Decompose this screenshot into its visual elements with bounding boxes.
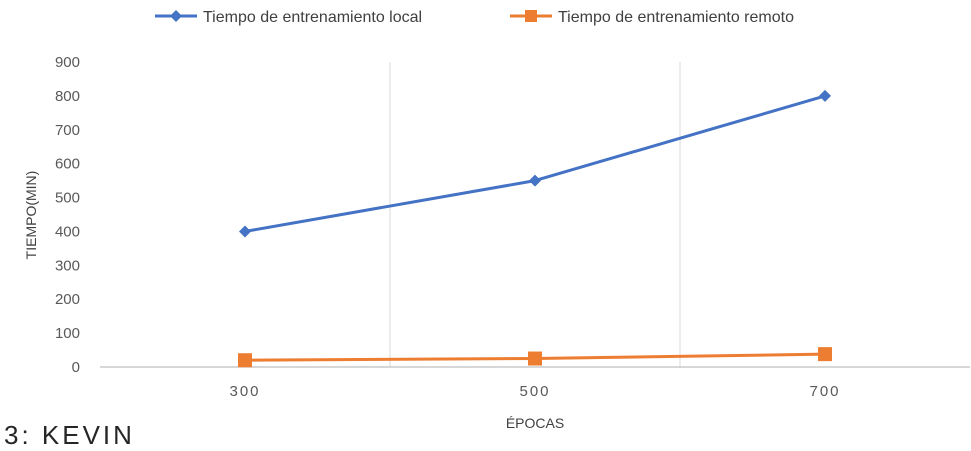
y-tick-label: 500 bbox=[55, 190, 80, 207]
data-point-square bbox=[238, 353, 252, 368]
legend-item: Tiempo de entrenamiento remoto bbox=[510, 9, 794, 26]
y-tick-label: 400 bbox=[55, 223, 80, 240]
data-point-diamond bbox=[529, 174, 541, 187]
y-tick-label: 300 bbox=[55, 257, 80, 274]
y-tick-label: 600 bbox=[55, 156, 80, 173]
x-axis: 300 500 700 bbox=[100, 366, 970, 400]
data-point-diamond bbox=[239, 225, 251, 238]
x-axis-title: ÉPOCAS bbox=[506, 415, 564, 431]
series-line bbox=[244, 94, 826, 233]
series-2 bbox=[238, 347, 832, 368]
y-tick-label: 200 bbox=[55, 291, 80, 308]
y-tick-label: 0 bbox=[72, 359, 80, 376]
legend-item: Tiempo de entrenamiento local bbox=[155, 9, 422, 26]
legend: Tiempo de entrenamiento local Tiempo de e… bbox=[155, 9, 794, 26]
series-layer bbox=[238, 89, 832, 368]
y-tick-label: 900 bbox=[55, 54, 80, 71]
y-axis-title: TIEMPO(MIN) bbox=[23, 171, 39, 260]
line-chart: Tiempo de entrenamiento local Tiempo de e… bbox=[23, 9, 970, 431]
x-tick-label: 700 bbox=[809, 383, 840, 400]
legend-marker-diamond bbox=[170, 10, 182, 22]
gridlines bbox=[389, 62, 681, 367]
y-axis-ticks: 0 100 200 300 400 500 600 700 800 900 bbox=[55, 54, 80, 376]
legend-marker-square bbox=[525, 10, 537, 22]
y-tick-label: 700 bbox=[55, 122, 80, 139]
legend-label: Tiempo de entrenamiento remoto bbox=[558, 9, 794, 26]
data-point-diamond bbox=[819, 89, 831, 102]
y-tick-label: 100 bbox=[55, 325, 80, 342]
data-point-square bbox=[528, 351, 542, 366]
x-tick-label: 500 bbox=[519, 383, 550, 400]
series-1 bbox=[239, 89, 831, 238]
data-point-square bbox=[818, 347, 832, 362]
legend-label: Tiempo de entrenamiento local bbox=[203, 9, 422, 26]
x-tick-label: 300 bbox=[229, 383, 260, 400]
y-tick-label: 800 bbox=[55, 88, 80, 105]
